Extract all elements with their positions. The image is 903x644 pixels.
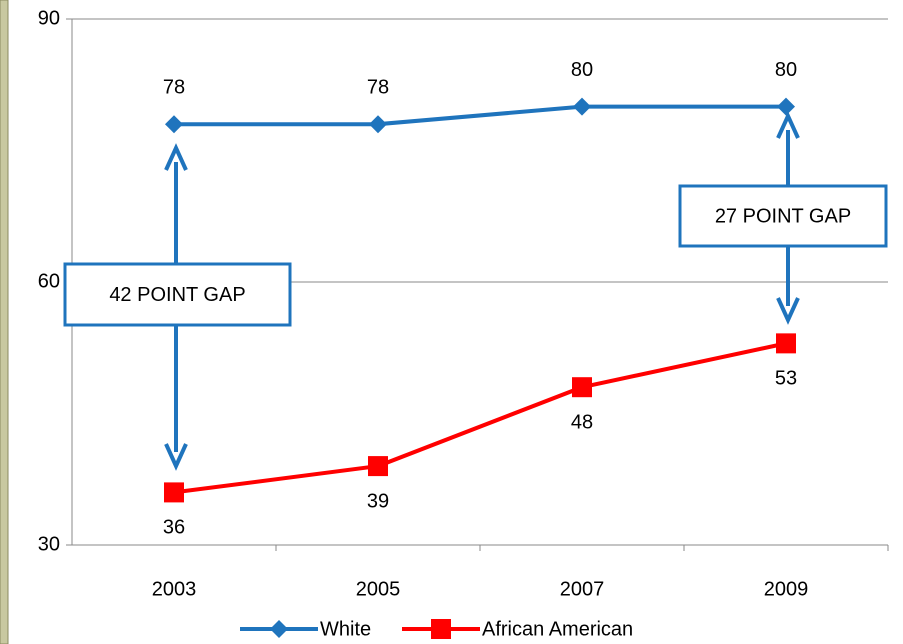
legend-label: White	[320, 618, 371, 640]
data-label: 78	[163, 76, 185, 98]
marker	[777, 97, 795, 116]
data-label: 36	[163, 517, 185, 539]
marker	[164, 482, 184, 503]
arrow-head	[164, 443, 188, 471]
arrow-head	[164, 143, 188, 171]
data-label: 53	[775, 368, 797, 390]
marker	[368, 456, 388, 477]
arrow-head	[776, 297, 800, 325]
data-label: 80	[571, 59, 593, 81]
marker	[573, 97, 591, 116]
arrow-head	[776, 111, 800, 139]
y-tick-label: 30	[38, 533, 60, 555]
annotation-box	[63, 262, 292, 327]
marker	[776, 333, 796, 354]
data-label: 80	[775, 59, 797, 81]
x-tick-label: 2005	[356, 578, 401, 600]
marker	[369, 115, 387, 134]
x-tick-label: 2007	[560, 578, 605, 600]
annotation: 42 POINT GAP	[109, 284, 245, 306]
marker	[431, 619, 451, 639]
marker	[572, 377, 592, 398]
data-label: 48	[571, 411, 593, 433]
y-tick-label: 90	[38, 7, 60, 29]
y-tick-label: 60	[38, 270, 60, 292]
annotation: 27 POINT GAP	[715, 205, 851, 227]
data-label: 78	[367, 76, 389, 98]
marker	[165, 115, 183, 134]
series-line	[174, 104, 786, 127]
legend-label: African American	[482, 618, 633, 640]
x-tick-label: 2003	[152, 578, 197, 600]
series-line	[173, 341, 787, 495]
frame-edge	[0, 0, 9, 644]
marker	[270, 620, 288, 638]
annotation-box	[678, 184, 888, 248]
x-tick-label: 2009	[764, 578, 809, 600]
data-label: 39	[367, 490, 389, 512]
